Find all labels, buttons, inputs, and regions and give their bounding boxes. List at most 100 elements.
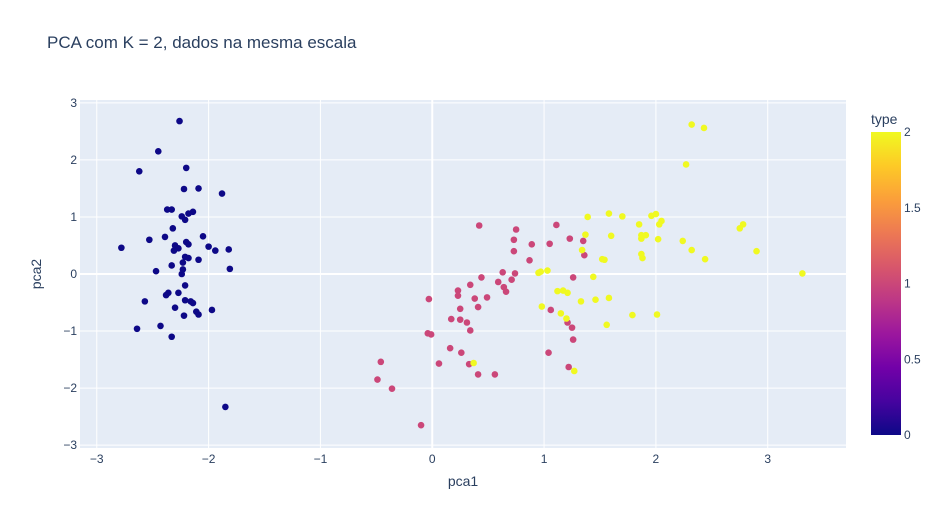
data-point[interactable]	[456, 316, 464, 323]
data-point[interactable]	[141, 298, 149, 305]
data-point[interactable]	[700, 124, 708, 132]
data-point[interactable]	[526, 257, 533, 264]
data-point[interactable]	[205, 243, 212, 250]
data-point[interactable]	[528, 241, 536, 248]
data-point[interactable]	[639, 254, 646, 262]
data-point[interactable]	[642, 231, 650, 239]
data-point[interactable]	[511, 270, 519, 277]
data-point[interactable]	[212, 247, 219, 254]
data-point[interactable]	[226, 265, 234, 273]
data-point[interactable]	[538, 303, 546, 310]
data-point[interactable]	[736, 225, 744, 232]
data-point[interactable]	[208, 306, 216, 314]
data-point[interactable]	[605, 294, 613, 302]
data-point[interactable]	[466, 281, 474, 289]
data-point[interactable]	[544, 267, 551, 274]
data-point[interactable]	[222, 403, 229, 411]
data-point[interactable]	[584, 213, 591, 221]
data-point[interactable]	[181, 296, 189, 304]
data-point[interactable]	[494, 278, 502, 286]
data-point[interactable]	[483, 294, 491, 301]
data-point[interactable]	[185, 241, 192, 248]
data-point[interactable]	[508, 276, 515, 284]
data-point[interactable]	[688, 246, 695, 254]
data-point[interactable]	[577, 298, 585, 305]
data-point[interactable]	[425, 295, 433, 303]
data-point[interactable]	[655, 221, 663, 228]
data-point[interactable]	[195, 185, 202, 192]
data-point[interactable]	[185, 210, 192, 217]
data-point[interactable]	[454, 292, 462, 299]
data-point[interactable]	[417, 421, 425, 429]
data-point[interactable]	[168, 333, 175, 341]
data-point[interactable]	[565, 363, 572, 371]
data-point[interactable]	[638, 235, 645, 242]
data-point[interactable]	[592, 296, 599, 303]
data-point[interactable]	[218, 190, 226, 197]
data-point[interactable]	[607, 232, 615, 240]
data-point[interactable]	[510, 247, 518, 255]
data-point[interactable]	[566, 235, 574, 242]
data-point[interactable]	[635, 221, 643, 228]
data-point[interactable]	[388, 385, 396, 392]
data-point[interactable]	[553, 221, 560, 229]
data-point[interactable]	[554, 287, 561, 295]
data-point[interactable]	[152, 267, 160, 275]
data-point[interactable]	[652, 210, 660, 218]
data-point[interactable]	[377, 358, 385, 366]
data-point[interactable]	[653, 311, 661, 318]
data-point[interactable]	[179, 266, 187, 273]
data-point[interactable]	[679, 237, 687, 245]
data-point[interactable]	[182, 164, 190, 172]
data-point[interactable]	[499, 268, 506, 276]
data-point[interactable]	[169, 225, 177, 232]
data-point[interactable]	[603, 321, 610, 329]
data-point[interactable]	[195, 256, 202, 264]
data-point[interactable]	[447, 315, 455, 323]
data-point[interactable]	[557, 310, 565, 317]
data-point[interactable]	[474, 371, 482, 378]
data-point[interactable]	[581, 251, 588, 259]
data-point[interactable]	[510, 236, 518, 244]
data-point[interactable]	[225, 246, 233, 253]
data-point[interactable]	[546, 240, 553, 248]
data-point[interactable]	[569, 336, 577, 343]
data-point[interactable]	[563, 315, 570, 322]
data-point[interactable]	[435, 360, 443, 367]
data-point[interactable]	[456, 305, 464, 313]
data-point[interactable]	[570, 367, 578, 375]
data-point[interactable]	[176, 117, 183, 125]
data-points[interactable]	[118, 117, 806, 429]
data-point[interactable]	[545, 349, 552, 357]
data-point[interactable]	[175, 289, 182, 297]
data-point[interactable]	[619, 213, 626, 220]
data-point[interactable]	[589, 273, 597, 281]
data-point[interactable]	[547, 306, 555, 314]
data-point[interactable]	[195, 311, 202, 318]
data-point[interactable]	[568, 324, 576, 331]
data-point[interactable]	[170, 247, 178, 254]
data-point[interactable]	[502, 288, 510, 295]
data-point[interactable]	[491, 371, 499, 378]
data-point[interactable]	[537, 268, 545, 276]
data-point[interactable]	[478, 274, 485, 281]
data-point[interactable]	[753, 247, 760, 255]
data-point[interactable]	[135, 168, 143, 175]
data-point[interactable]	[564, 289, 571, 297]
data-point[interactable]	[799, 270, 806, 277]
data-point[interactable]	[162, 291, 170, 299]
data-point[interactable]	[171, 304, 179, 311]
data-point[interactable]	[161, 233, 169, 241]
data-point[interactable]	[133, 325, 141, 333]
data-point[interactable]	[199, 233, 207, 240]
data-point[interactable]	[466, 327, 474, 334]
data-point[interactable]	[157, 322, 164, 330]
data-point[interactable]	[180, 312, 188, 319]
data-point[interactable]	[471, 295, 479, 302]
data-point[interactable]	[446, 344, 454, 352]
data-point[interactable]	[654, 235, 662, 243]
data-point[interactable]	[185, 254, 192, 262]
data-point[interactable]	[180, 185, 188, 193]
data-point[interactable]	[475, 222, 483, 229]
data-point[interactable]	[512, 226, 520, 233]
